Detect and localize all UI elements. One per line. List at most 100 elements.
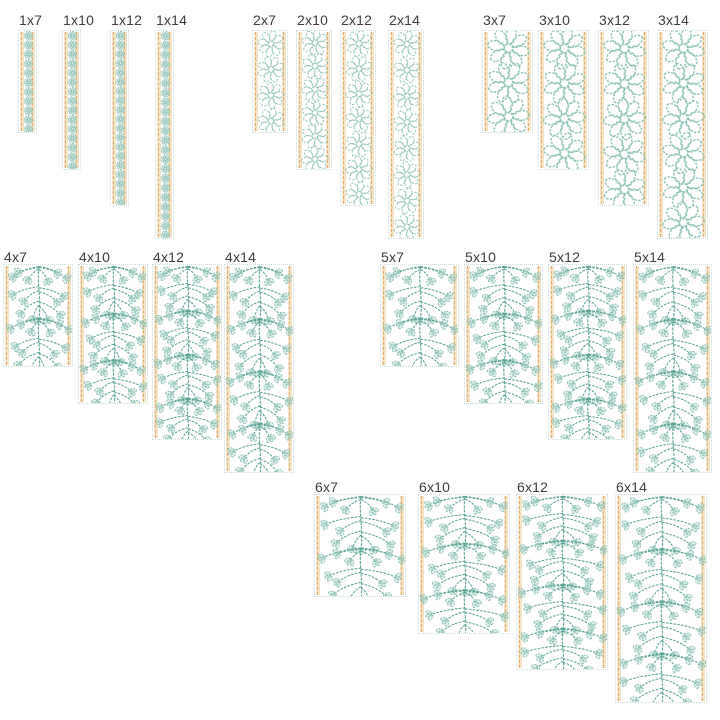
size-label: 1x10 — [63, 12, 95, 28]
stabilizer-guide-left — [298, 32, 302, 168]
guide-stitch-line — [622, 266, 623, 438]
embroidery-pattern-daisy — [160, 31, 171, 238]
size-label: 2x12 — [341, 12, 373, 28]
embroidery-pattern-daisy — [115, 31, 126, 205]
embroidery-pattern-daisy — [661, 31, 706, 238]
design-strip — [657, 30, 708, 239]
design-strip — [482, 30, 533, 133]
embroidery-pattern-vine — [465, 265, 542, 403]
stabilizer-guide-left — [518, 496, 522, 668]
stabilizer-guide-right — [701, 496, 705, 701]
embroidery-pattern-daisy — [23, 31, 34, 132]
guide-stitch-line — [343, 32, 344, 204]
embroidery-pattern-daisy — [67, 31, 78, 169]
guide-stitch-line — [707, 266, 708, 471]
embroidery-pattern-daisy — [602, 31, 647, 205]
design-strip — [548, 264, 627, 440]
embroidery-pattern-daisy — [345, 31, 373, 205]
design-strip — [110, 30, 129, 206]
guide-stitch-line — [169, 32, 170, 237]
embroidery-pattern-vine — [616, 496, 706, 702]
stabilizer-guide-right — [123, 32, 127, 204]
size-label: 3x7 — [483, 12, 507, 28]
stabilizer-guide-left — [390, 32, 394, 237]
guide-stitch-line — [528, 32, 529, 131]
size-label: 4x14 — [225, 249, 257, 265]
embroidery-pattern-daisy — [301, 31, 329, 169]
size-label: 1x14 — [156, 12, 188, 28]
design-strip — [633, 264, 712, 473]
stabilizer-guide-right — [527, 32, 531, 131]
stabilizer-guide-left — [342, 32, 346, 204]
size-label: 5x12 — [549, 249, 581, 265]
guide-stitch-line — [327, 32, 328, 168]
stabilizer-guide-right — [288, 266, 292, 471]
stabilizer-guide-right — [216, 266, 220, 438]
stabilizer-guide-left — [382, 266, 386, 365]
guide-stitch-line — [6, 266, 7, 365]
embroidery-pattern-vine — [79, 265, 147, 403]
guide-stitch-line — [485, 32, 486, 131]
guide-stitch-line — [155, 266, 156, 438]
stabilizer-guide-left — [64, 32, 68, 168]
stabilizer-guide-right — [583, 32, 587, 168]
design-strip — [380, 264, 459, 367]
embroidery-pattern-vine — [517, 495, 607, 669]
embroidery-pattern-vine — [634, 266, 711, 472]
size-label: 6x12 — [517, 479, 549, 495]
design-strip — [78, 264, 148, 404]
design-strip — [155, 30, 174, 239]
size-label: 6x10 — [419, 479, 451, 495]
guide-stitch-line — [299, 32, 300, 168]
size-label: 2x10 — [297, 12, 329, 28]
size-label: 1x12 — [111, 12, 143, 28]
stabilizer-guide-left — [659, 32, 663, 237]
embroidery-pattern-vine — [549, 265, 626, 439]
stabilizer-guide-right — [702, 32, 706, 237]
stabilizer-guide-left — [254, 32, 258, 131]
embroidery-pattern-vine — [383, 265, 458, 366]
size-label: 3x12 — [599, 12, 631, 28]
stabilizer-guide-right — [168, 32, 172, 237]
size-label: 4x10 — [79, 249, 111, 265]
guide-stitch-line — [68, 266, 69, 365]
guide-stitch-line — [143, 266, 144, 402]
size-label: 5x7 — [381, 249, 405, 265]
design-strip — [18, 30, 37, 133]
guide-stitch-line — [371, 32, 372, 204]
guide-stitch-line — [660, 32, 661, 237]
design-strip — [252, 30, 288, 133]
guide-stitch-line — [703, 32, 704, 237]
guide-stitch-line — [124, 32, 125, 204]
guide-stitch-line — [551, 266, 552, 438]
stabilizer-guide-left — [5, 266, 9, 365]
stabilizer-guide-right — [370, 32, 374, 204]
guide-stitch-line — [81, 266, 82, 402]
design-strip — [62, 30, 81, 170]
size-label: 2x14 — [389, 12, 421, 28]
embroidery-pattern-vine — [153, 265, 221, 439]
stabilizer-guide-right — [67, 266, 71, 365]
size-label: 3x14 — [658, 12, 690, 28]
guide-stitch-line — [702, 496, 703, 701]
design-strip — [418, 494, 510, 634]
guide-stitch-line — [65, 32, 66, 168]
design-strip — [296, 30, 332, 170]
design-strip — [615, 494, 707, 703]
guide-stitch-line — [636, 266, 637, 471]
stabilizer-guide-right — [326, 32, 330, 168]
size-label: 6x14 — [616, 479, 648, 495]
guide-stitch-line — [401, 496, 402, 595]
stabilizer-guide-left — [617, 496, 621, 701]
guide-stitch-line — [283, 32, 284, 131]
guide-stitch-line — [603, 496, 604, 668]
guide-stitch-line — [227, 266, 228, 471]
stabilizer-guide-right — [453, 266, 457, 365]
stabilizer-guide-left — [635, 266, 639, 471]
embroidery-pattern-vine — [317, 495, 405, 596]
guide-stitch-line — [383, 266, 384, 365]
embroidery-pattern-vine — [5, 265, 72, 366]
design-strip — [464, 264, 543, 404]
stabilizer-guide-left — [550, 266, 554, 438]
stabilizer-guide-left — [154, 266, 158, 438]
